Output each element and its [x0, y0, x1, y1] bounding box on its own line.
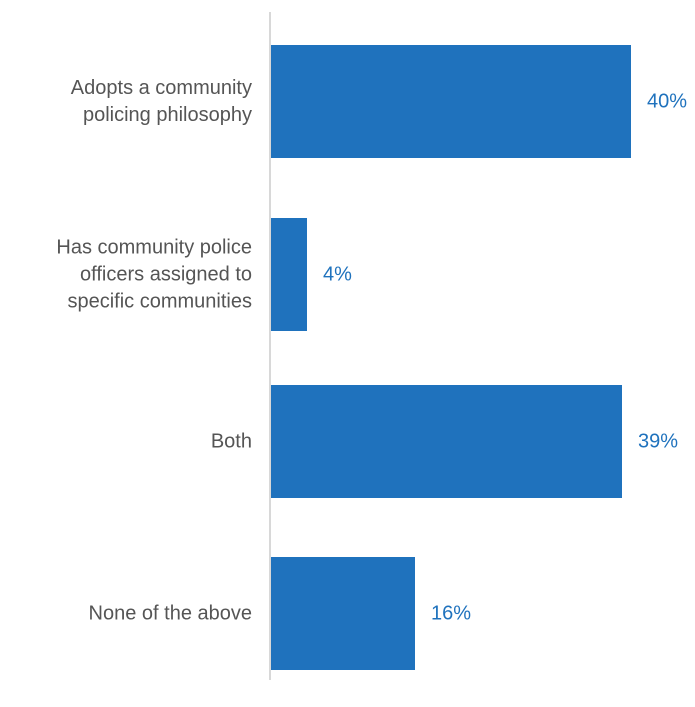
- category-label: Both: [211, 431, 252, 453]
- category-label-line: officers assigned to: [80, 264, 252, 286]
- value-label: 40%: [647, 91, 687, 113]
- bars-group: [271, 45, 631, 670]
- value-label: 39%: [638, 431, 678, 453]
- category-label: Has community police officers assigned to…: [56, 237, 252, 313]
- category-label-line: None of the above: [89, 603, 252, 625]
- value-labels-group: 40% 4% 39% 16%: [323, 91, 687, 625]
- category-label-line: specific communities: [67, 291, 252, 313]
- category-labels-group: Adopts a community policing philosophy Has…: [56, 77, 252, 625]
- value-label: 16%: [431, 603, 471, 625]
- category-label-line: Has community police: [56, 237, 252, 259]
- category-label-line: Adopts a community: [71, 77, 252, 99]
- category-label-line: Both: [211, 431, 252, 453]
- category-label: Adopts a community policing philosophy: [71, 77, 252, 126]
- category-label: None of the above: [89, 603, 252, 625]
- bar: [271, 218, 307, 331]
- category-label-line: policing philosophy: [83, 104, 252, 126]
- value-label: 4%: [323, 264, 352, 286]
- bar: [271, 45, 631, 158]
- bar: [271, 385, 622, 498]
- bar: [271, 557, 415, 670]
